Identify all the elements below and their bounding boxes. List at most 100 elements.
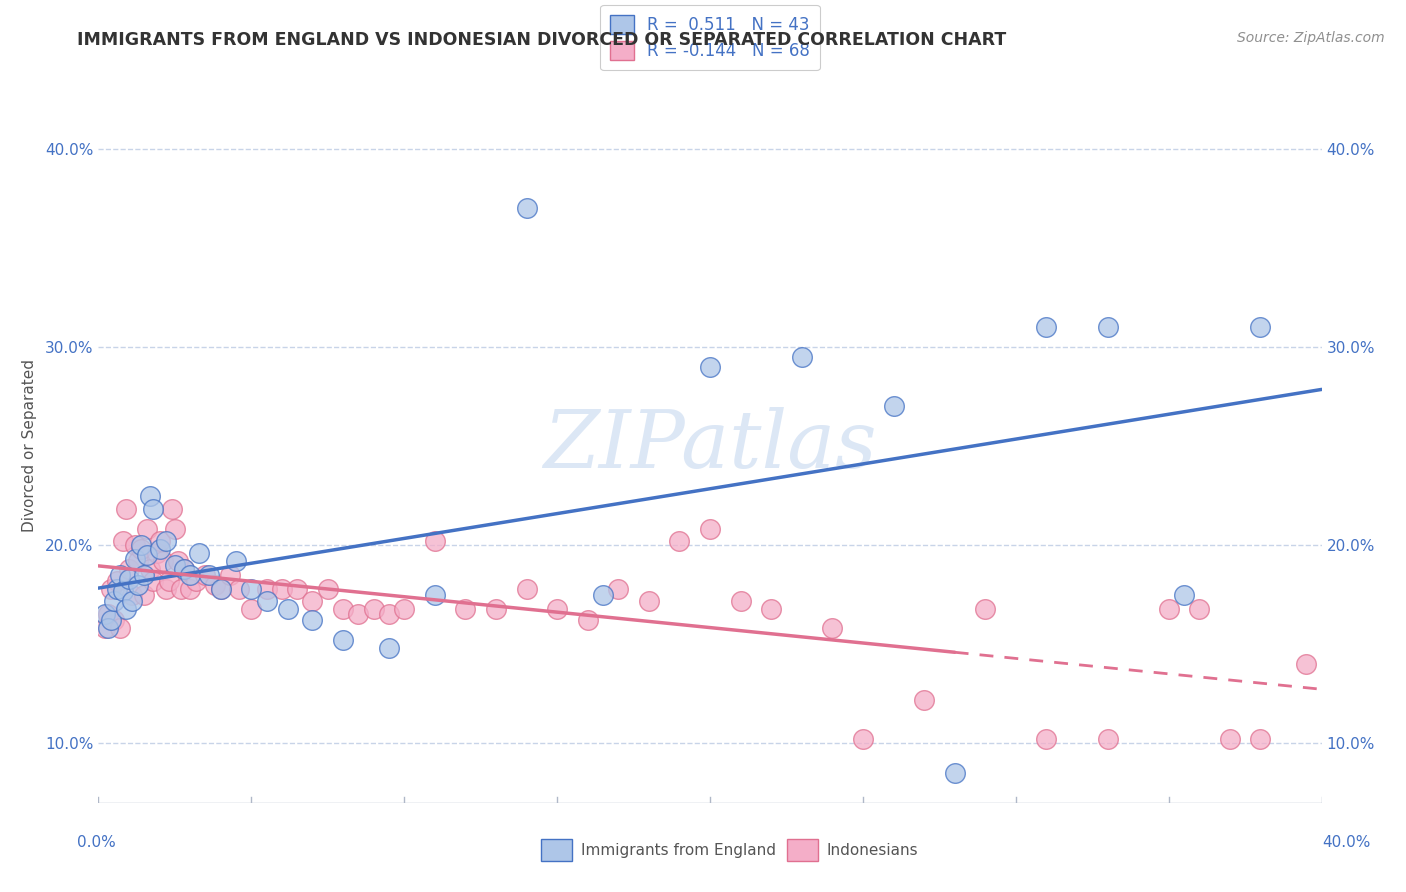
Point — [111, 534, 134, 549]
Point — [277, 601, 299, 615]
Point — [546, 601, 568, 615]
Point — [163, 558, 186, 572]
Point — [149, 534, 172, 549]
Point — [134, 567, 156, 582]
Point — [115, 502, 138, 516]
Point — [152, 554, 174, 568]
Point — [118, 572, 141, 586]
Point — [170, 582, 193, 596]
Bar — [541, 839, 572, 861]
Point — [316, 582, 339, 596]
Point — [111, 583, 134, 598]
Point — [1035, 320, 1057, 334]
Point — [97, 621, 120, 635]
Point — [136, 548, 159, 562]
Point — [194, 567, 217, 582]
Point — [699, 359, 721, 374]
Point — [256, 582, 278, 596]
Point — [240, 601, 263, 615]
Point — [821, 621, 844, 635]
Point — [108, 567, 131, 582]
Point — [423, 534, 446, 549]
Point — [121, 588, 143, 602]
Point — [699, 522, 721, 536]
Point — [270, 582, 292, 596]
Point — [1157, 601, 1180, 615]
Point — [160, 502, 183, 516]
Point — [100, 614, 122, 628]
Point — [209, 582, 232, 596]
Point — [209, 582, 232, 596]
Point — [1188, 601, 1211, 615]
Point — [301, 614, 323, 628]
Text: Immigrants from England: Immigrants from England — [581, 843, 776, 857]
Point — [1173, 588, 1195, 602]
Point — [142, 574, 165, 588]
Point — [759, 601, 782, 615]
Point — [301, 593, 323, 607]
Point — [139, 562, 162, 576]
Point — [332, 601, 354, 615]
Point — [576, 614, 599, 628]
Point — [100, 582, 122, 596]
Bar — [787, 839, 818, 861]
Point — [363, 601, 385, 615]
Y-axis label: Divorced or Separated: Divorced or Separated — [21, 359, 37, 533]
Point — [1035, 732, 1057, 747]
Point — [179, 582, 201, 596]
Point — [668, 534, 690, 549]
Point — [516, 582, 538, 596]
Point — [155, 582, 177, 596]
Point — [105, 582, 128, 596]
Point — [139, 489, 162, 503]
Point — [1295, 657, 1317, 671]
Point — [852, 732, 875, 747]
Point — [332, 633, 354, 648]
Point — [167, 554, 190, 568]
Point — [186, 574, 208, 588]
Point — [142, 502, 165, 516]
Point — [127, 554, 149, 568]
Point — [219, 567, 242, 582]
Text: Source: ZipAtlas.com: Source: ZipAtlas.com — [1237, 31, 1385, 45]
Point — [97, 607, 120, 622]
Point — [115, 601, 138, 615]
Legend: R =  0.511   N = 43, R = -0.144   N = 68: R = 0.511 N = 43, R = -0.144 N = 68 — [600, 4, 820, 70]
Point — [1249, 320, 1271, 334]
Point — [240, 582, 263, 596]
Point — [103, 614, 125, 628]
Point — [105, 574, 128, 588]
Point — [155, 534, 177, 549]
Point — [1219, 732, 1241, 747]
Text: ZIPatlas: ZIPatlas — [543, 408, 877, 484]
Text: Indonesians: Indonesians — [827, 843, 918, 857]
Point — [1097, 320, 1119, 334]
Point — [256, 593, 278, 607]
Point — [730, 593, 752, 607]
Point — [285, 582, 308, 596]
Point — [378, 607, 401, 622]
Point — [392, 601, 416, 615]
Point — [197, 567, 219, 582]
Point — [163, 522, 186, 536]
Point — [173, 562, 195, 576]
Point — [93, 621, 115, 635]
Point — [118, 562, 141, 576]
Text: IMMIGRANTS FROM ENGLAND VS INDONESIAN DIVORCED OR SEPARATED CORRELATION CHART: IMMIGRANTS FROM ENGLAND VS INDONESIAN DI… — [77, 31, 1007, 49]
Point — [173, 562, 195, 576]
Text: 40.0%: 40.0% — [1323, 836, 1371, 850]
Point — [1249, 732, 1271, 747]
Point — [378, 641, 401, 656]
Point — [157, 574, 180, 588]
Point — [607, 582, 630, 596]
Point — [121, 593, 143, 607]
Point — [127, 578, 149, 592]
Point — [592, 588, 614, 602]
Point — [454, 601, 477, 615]
Point — [129, 538, 152, 552]
Point — [423, 588, 446, 602]
Point — [149, 542, 172, 557]
Point — [485, 601, 508, 615]
Point — [347, 607, 370, 622]
Point — [179, 567, 201, 582]
